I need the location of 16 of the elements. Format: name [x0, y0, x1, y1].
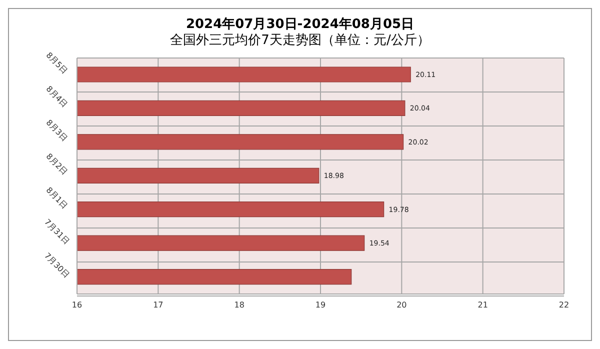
- x-tick-label: 21: [478, 300, 488, 310]
- x-tick-label: 16: [72, 300, 82, 310]
- y-tick-label: 7月30日: [42, 251, 72, 280]
- x-tick-label: 18: [234, 300, 244, 310]
- chart-title: 2024年07月30日-2024年08月05日: [184, 17, 416, 33]
- x-tick-label: 17: [153, 300, 164, 310]
- chart-subtitle: 全国外三元均价7天走势图（单位：元/公斤）: [169, 33, 431, 49]
- y-tick-label: 7月31日: [42, 217, 72, 246]
- x-tick-label: 22: [558, 300, 570, 310]
- y-tick-label: 8月3日: [44, 118, 70, 143]
- y-tick-label: 8月2日: [44, 152, 70, 177]
- y-tick-label: 8月5日: [44, 50, 70, 76]
- x-tick-label: 19: [315, 300, 326, 310]
- y-tick-label: 8月1日: [44, 186, 70, 210]
- x-tick-label: 20: [396, 300, 407, 310]
- y-tick-label: 8月4日: [44, 84, 70, 110]
